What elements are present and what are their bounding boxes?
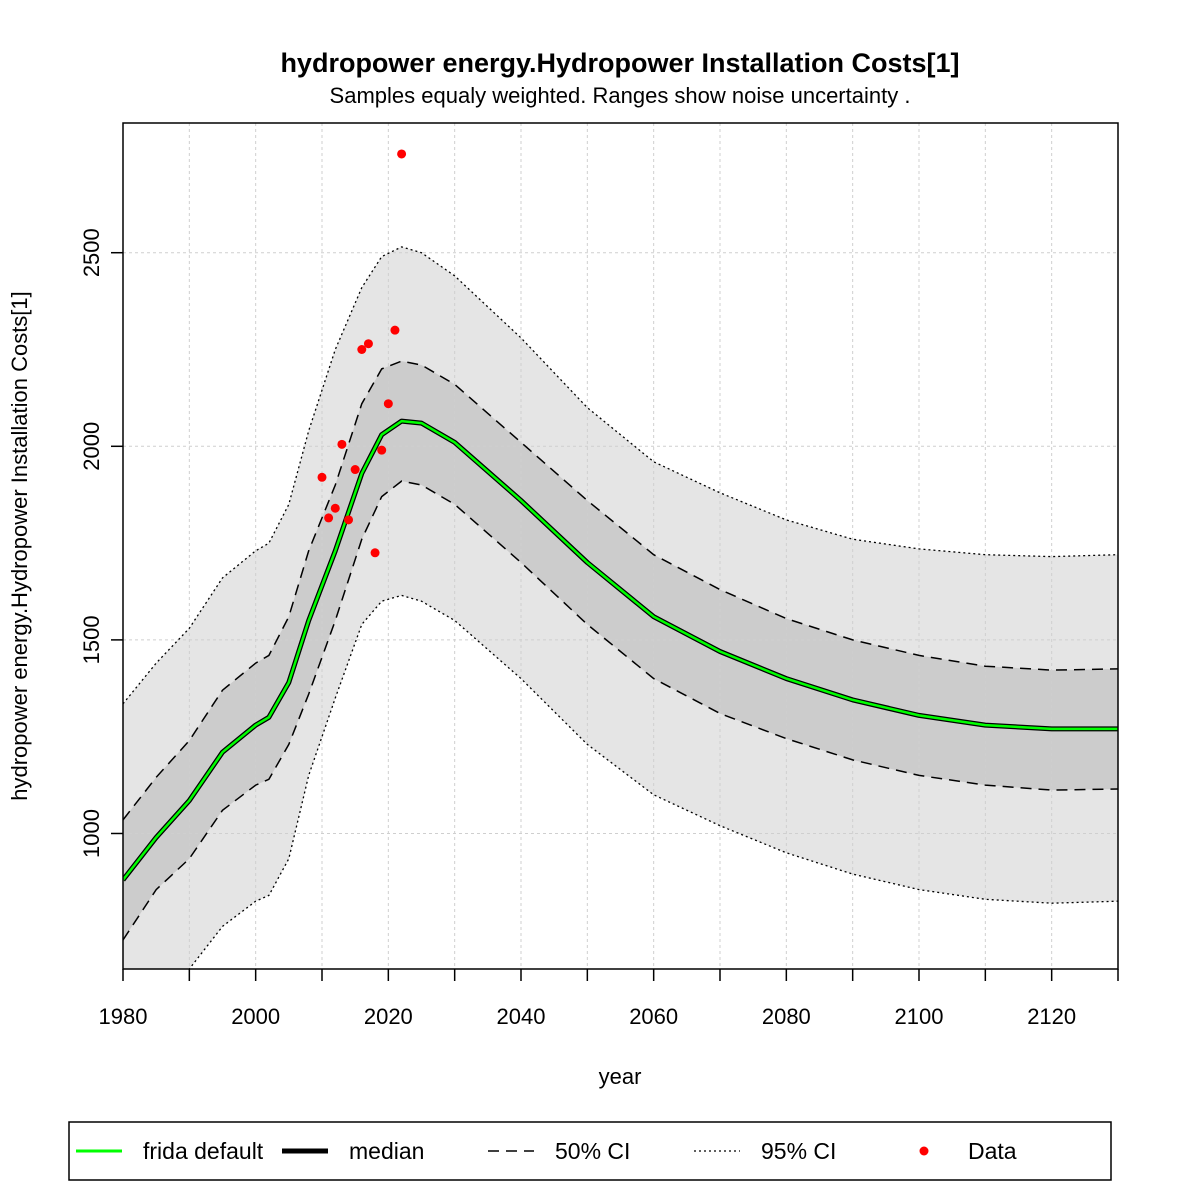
legend-label-ci50: 50% CI [555, 1138, 630, 1164]
legend-label-ci95: 95% CI [761, 1138, 836, 1164]
legend-label-data: Data [968, 1138, 1017, 1164]
x-tick-label: 2120 [1027, 1004, 1076, 1029]
legend-swatch-data [919, 1146, 929, 1156]
y-tick-label: 1000 [79, 809, 104, 858]
x-tick-label: 2100 [895, 1004, 944, 1029]
data-point [344, 515, 354, 525]
data-point [397, 149, 407, 159]
data-point [390, 325, 400, 335]
data-point [363, 339, 373, 349]
x-tick-label: 2080 [762, 1004, 811, 1029]
data-point [383, 399, 393, 409]
x-tick-label: 2020 [364, 1004, 413, 1029]
ci95-lower-line [188, 594, 1118, 969]
data-point [324, 513, 334, 523]
x-axis: 1980 2000 2020 2040 2060 2080 2100 2120 [99, 969, 1119, 1029]
legend-box [68, 1121, 1112, 1181]
frida-default-line [123, 419, 1118, 881]
chart-subtitle: Samples equaly weighted. Ranges show noi… [330, 83, 911, 108]
legend: frida default median 50% CI 95% CI Data [68, 1121, 1112, 1181]
x-tick-label: 2060 [629, 1004, 678, 1029]
data-point [317, 472, 327, 482]
ci50-lower-line [123, 480, 1118, 941]
y-axis-label: hydropower energy.Hydropower Installatio… [7, 291, 32, 801]
chart-title: hydropower energy.Hydropower Installatio… [280, 48, 959, 78]
legend-label-median: median [349, 1138, 424, 1164]
x-tick-label: 1980 [99, 1004, 148, 1029]
y-tick-label: 1500 [79, 615, 104, 664]
y-axis: 1000 1500 2000 2500 [79, 228, 123, 858]
data-point [350, 465, 360, 475]
x-axis-label: year [599, 1064, 642, 1089]
legend-label-frida-default: frida default [143, 1138, 264, 1164]
x-tick-label: 2000 [231, 1004, 280, 1029]
data-point [330, 503, 340, 513]
data-point [377, 445, 387, 455]
plot-frame [122, 122, 1119, 970]
x-tick-label: 2040 [497, 1004, 546, 1029]
plot-area [122, 123, 1119, 969]
data-point [370, 548, 380, 558]
ci50-upper-line [123, 360, 1118, 821]
y-tick-label: 2500 [79, 228, 104, 277]
data-point [357, 345, 367, 355]
ci95-upper-line [123, 246, 1118, 705]
y-tick-label: 2000 [79, 422, 104, 471]
data-point [337, 439, 347, 449]
data-points [317, 149, 407, 558]
